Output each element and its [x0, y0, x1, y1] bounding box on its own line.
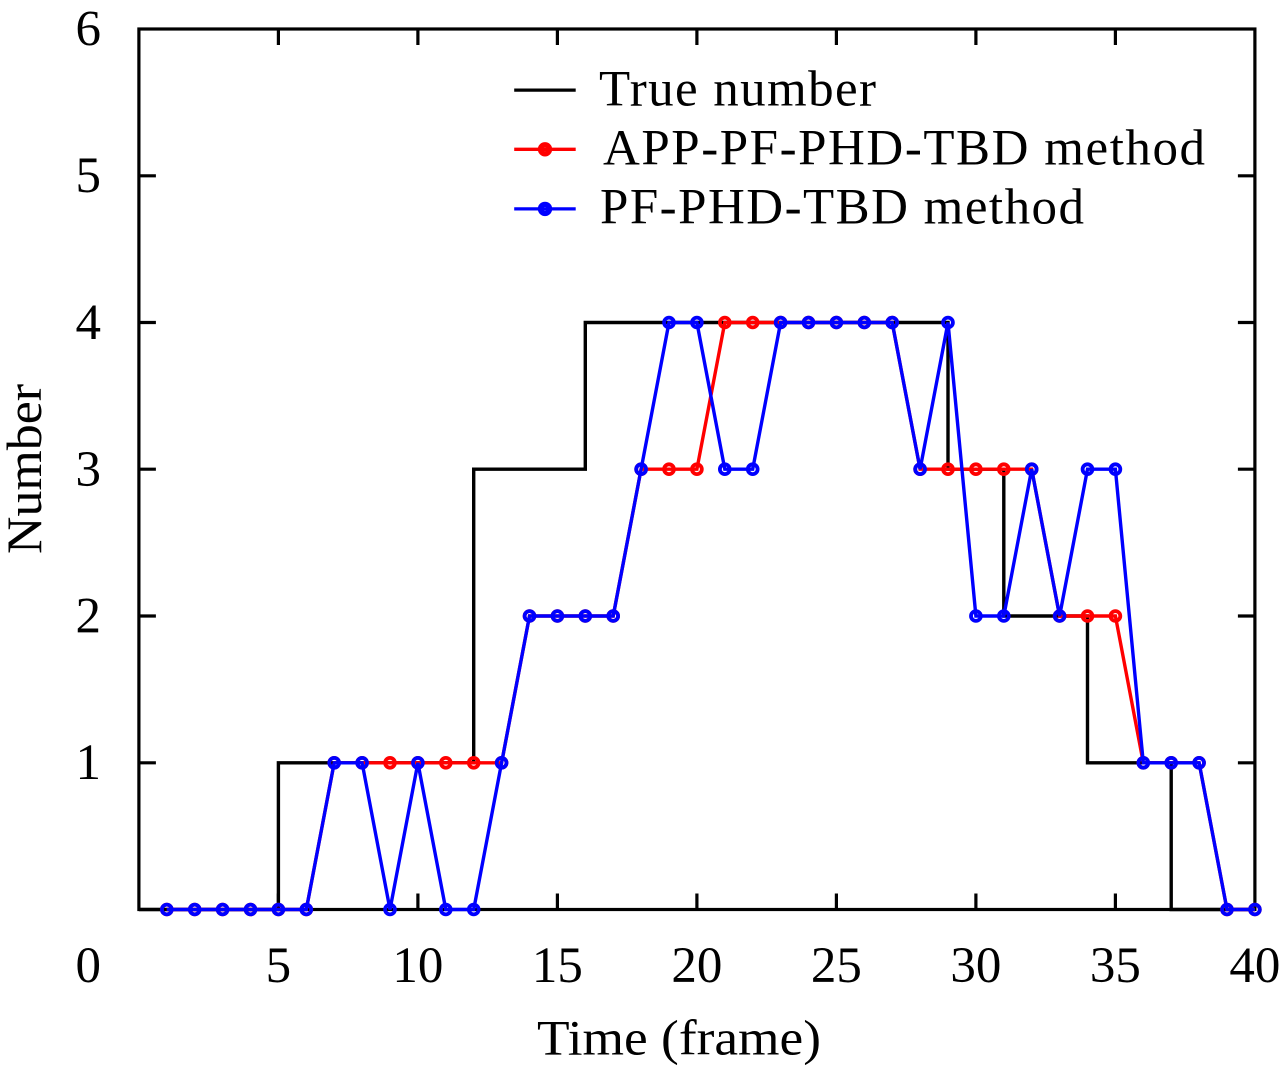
svg-text:5: 5: [76, 148, 102, 204]
svg-text:20: 20: [671, 938, 722, 994]
svg-text:5: 5: [266, 938, 292, 994]
svg-text:Number: Number: [0, 384, 52, 554]
svg-text:25: 25: [811, 938, 862, 994]
svg-text:4: 4: [76, 295, 102, 351]
svg-text:35: 35: [1090, 938, 1141, 994]
svg-text:10: 10: [392, 938, 443, 994]
svg-text:1: 1: [76, 735, 102, 791]
svg-text:30: 30: [950, 938, 1001, 994]
svg-text:Time (frame): Time (frame): [537, 1009, 821, 1065]
svg-text:40: 40: [1229, 938, 1280, 994]
svg-text:True number: True number: [599, 62, 876, 118]
svg-text:0: 0: [76, 938, 102, 994]
svg-text:PF-PHD-TBD method: PF-PHD-TBD method: [600, 180, 1084, 236]
svg-text:APP-PF-PHD-TBD method: APP-PF-PHD-TBD method: [603, 121, 1205, 177]
svg-text:15: 15: [532, 938, 583, 994]
svg-text:2: 2: [76, 589, 102, 645]
svg-text:3: 3: [76, 442, 102, 498]
svg-text:6: 6: [76, 2, 102, 58]
